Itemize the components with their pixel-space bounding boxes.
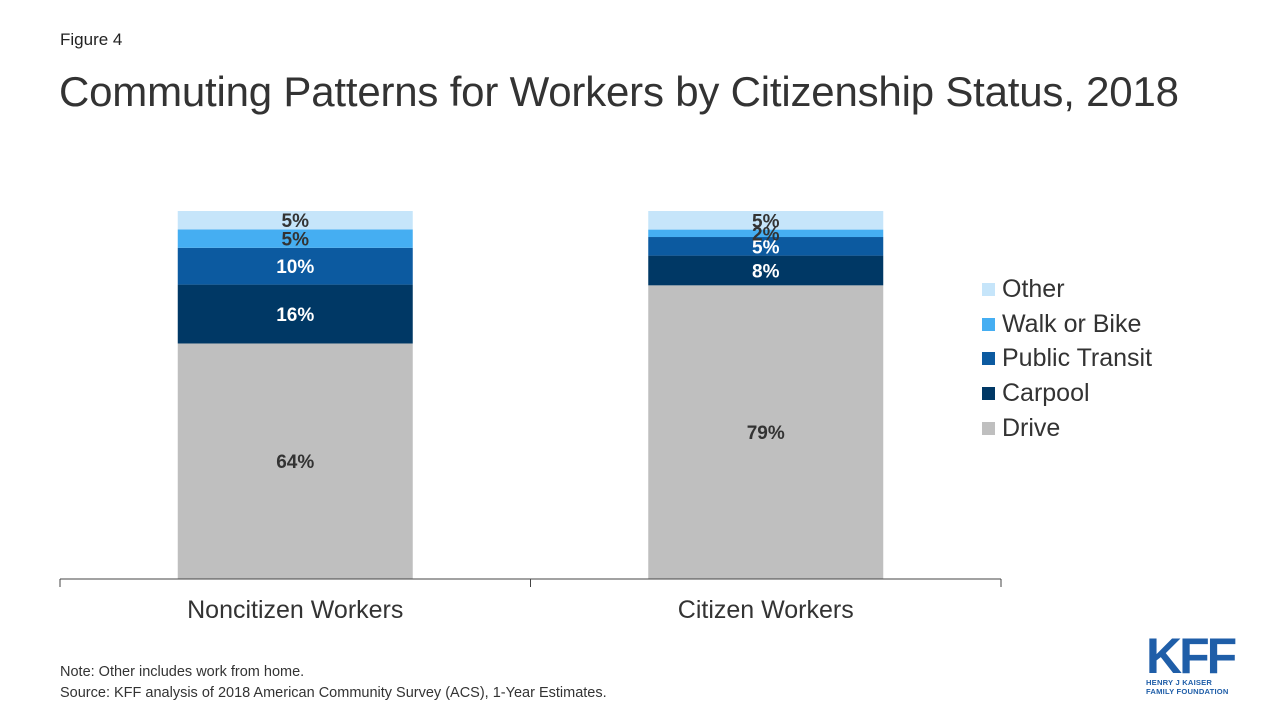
data-label-walk-or-bike: 2% — [752, 224, 780, 245]
bar-segment-drive — [177, 343, 413, 579]
bar-segment-walk-or-bike — [177, 229, 413, 248]
legend-item-other: Other — [982, 272, 1152, 307]
legend-item-carpool: Carpool — [982, 376, 1152, 411]
logo-line-2: FAMILY FOUNDATION — [1146, 687, 1229, 696]
data-label-carpool: 8% — [752, 261, 780, 282]
bar-segment-carpool — [648, 255, 884, 286]
logo-mark: KFF — [1146, 628, 1237, 684]
data-label-public-transit: 10% — [276, 257, 314, 278]
bar-segment-other — [648, 211, 884, 230]
legend-swatch — [982, 386, 995, 400]
data-label-drive: 79% — [747, 423, 785, 444]
bar-segment-walk-or-bike — [648, 229, 884, 238]
figure-label: Figure 4 — [60, 30, 123, 49]
legend-label: Carpool — [1002, 378, 1090, 407]
data-label-other: 5% — [282, 211, 310, 232]
category-label: Noncitizen Workers — [187, 596, 403, 624]
legend-item-public-transit: Public Transit — [982, 341, 1152, 376]
legend-swatch — [982, 352, 995, 366]
source-text: Source: KFF analysis of 2018 American Co… — [60, 685, 607, 701]
data-label-other: 5% — [752, 211, 780, 232]
data-label-drive: 64% — [276, 452, 314, 473]
footnotes: Note: Other includes work from home. Sou… — [60, 662, 607, 704]
category-label: Citizen Workers — [678, 596, 854, 624]
chart-title: Commuting Patterns for Workers by Citize… — [59, 68, 1179, 115]
data-label-public-transit: 5% — [752, 237, 780, 258]
logo-line-1: HENRY J KAISER — [1146, 678, 1213, 687]
legend-swatch — [982, 317, 995, 331]
legend-label: Other — [1002, 274, 1065, 303]
bar-segment-public-transit — [177, 247, 413, 285]
data-label-walk-or-bike: 5% — [282, 230, 310, 251]
bar-segment-carpool — [177, 284, 413, 344]
bar-segment-other — [177, 211, 413, 230]
note-text: Note: Other includes work from home. — [60, 664, 305, 680]
kff-logo: KFF HENRY J KAISER FAMILY FOUNDATION — [1146, 628, 1237, 696]
bar-segment-drive — [648, 285, 884, 579]
bar-segment-public-transit — [648, 237, 884, 256]
legend-label: Walk or Bike — [1002, 309, 1142, 338]
chart-legend: Other Walk or Bike Public Transit Carpool Dr… — [982, 272, 1152, 445]
legend-label: Public Transit — [1002, 344, 1153, 373]
legend-item-walk-or-bike: Walk or Bike — [982, 307, 1152, 342]
legend-item-drive: Drive — [982, 411, 1152, 446]
legend-swatch — [982, 421, 995, 435]
legend-swatch — [982, 282, 995, 296]
legend-label: Drive — [1002, 413, 1061, 442]
data-label-carpool: 16% — [276, 305, 314, 326]
